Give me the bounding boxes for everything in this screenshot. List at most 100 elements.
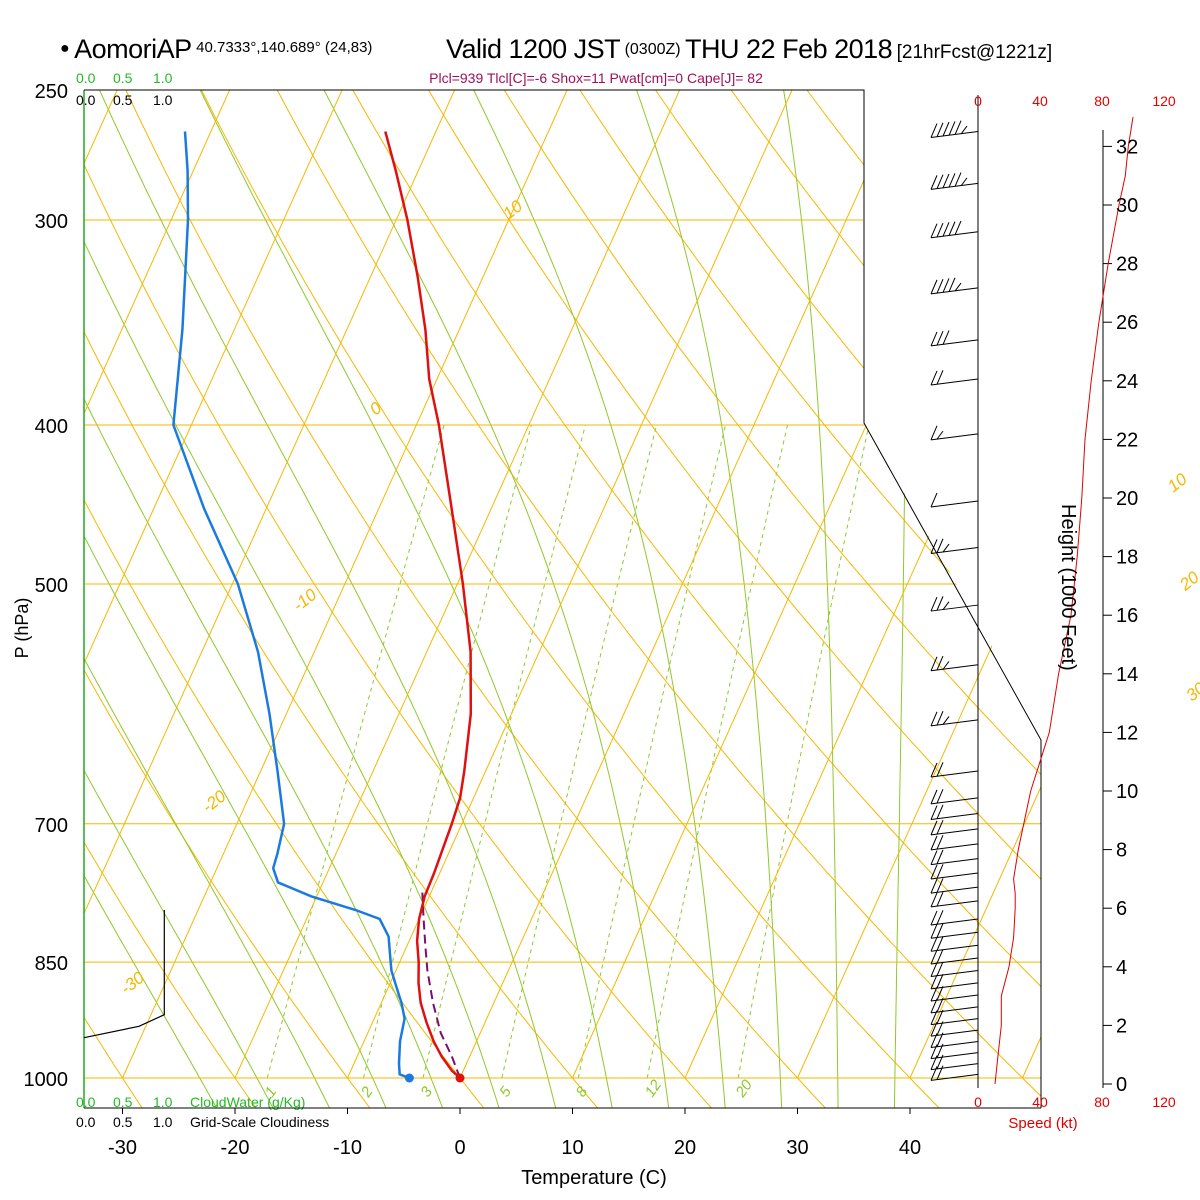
cloudiness-tick-top: 0.0: [76, 92, 96, 108]
height-tick-label: 22: [1116, 429, 1138, 451]
dry-adiabat-line: [200, 90, 940, 1108]
wind-barb-feather: [936, 986, 944, 1001]
wind-barb-feather: [936, 936, 944, 951]
wind-barb-feather: [936, 1054, 944, 1070]
temperature-tick-label: 30: [786, 1137, 808, 1159]
wind-barb: [930, 1018, 979, 1026]
moist-adiabat-line: [84, 397, 444, 1108]
cloudiness-tick-bottom: 0.0: [76, 1114, 96, 1130]
wind-barb-feather: [936, 997, 944, 1013]
wind-barb: [930, 1052, 979, 1060]
cloudiness-tick-bottom: 1.0: [153, 1114, 173, 1130]
wind-barb-feather: [936, 1065, 944, 1080]
wind-barb-feather: [954, 120, 962, 135]
wind-barb-feather: [930, 805, 938, 820]
pressure-axis-label: P (hPa): [12, 598, 32, 659]
cloudiness-label: Grid-Scale Cloudiness: [190, 1114, 329, 1130]
cloudiness-line: [83, 910, 165, 1039]
speed-tick-label-bottom: 0: [974, 1094, 982, 1110]
speed-tick-label-top: 40: [1032, 93, 1048, 109]
wind-barb-feather: [936, 222, 944, 238]
dry-adiabat-line: [503, 90, 1041, 776]
height-tick-label: 30: [1116, 195, 1138, 217]
wind-barb-feather: [948, 121, 956, 136]
wind-barb-feather: [936, 923, 944, 938]
forecast-label: [21hrFcst@1221z]: [896, 42, 1053, 63]
wind-barb-feather: [936, 864, 944, 879]
wind-barb-feather: [948, 277, 956, 292]
wind-barb-feather: [936, 849, 944, 865]
diagram-boundary: [84, 89, 1042, 1108]
wind-speed-line: [994, 117, 1134, 1085]
wind-barb-feather: [930, 1044, 938, 1059]
wind-barb: [930, 970, 979, 978]
wind-barb-feather: [930, 998, 938, 1014]
wind-barb-feather: [936, 910, 944, 925]
pressure-tick-label: 700: [35, 815, 68, 837]
height-tick-label: 24: [1116, 371, 1138, 393]
wind-barb-feather: [942, 121, 950, 137]
wind-barb-feather: [942, 330, 950, 345]
wind-barb: [930, 843, 979, 851]
temperature-tick-label: 20: [674, 1137, 696, 1159]
wind-barb: [930, 1073, 979, 1081]
wind-barb-feather: [930, 370, 938, 386]
wind-barb-feather: [936, 949, 944, 964]
wind-barb-feather: [954, 172, 962, 187]
height-tick-label: 12: [1116, 722, 1138, 744]
wind-barb: [930, 944, 979, 952]
wind-barb-feather: [930, 962, 938, 977]
wind-barb: [930, 500, 979, 508]
height-tick-label: 6: [1116, 898, 1127, 920]
wind-barb-feather: [942, 278, 950, 293]
isotherm-line: [909, 785, 1041, 1079]
wind-barb-feather: [930, 656, 938, 671]
wind-barb-feather: [930, 711, 938, 727]
wind-barb-feather: [936, 892, 944, 907]
date-label: THU 22 Feb 2018: [685, 34, 893, 64]
pressure-tick-label: 300: [35, 211, 68, 233]
wind-barb-feather: [936, 1009, 944, 1025]
wind-barb-feather: [930, 425, 938, 441]
isotherm-line: [84, 90, 231, 415]
wind-barb-feather: [936, 762, 944, 777]
height-tick-label: 8: [1116, 840, 1127, 862]
cloud-water-label: CloudWater (g/Kg): [190, 1094, 305, 1110]
dry-adiabat-line: [0, 61, 31, 1113]
wind-barb: [930, 378, 979, 386]
moist-adiabat-line: [84, 874, 218, 1108]
station-bullet-icon: ●: [60, 40, 70, 57]
wind-barb-feather: [936, 1043, 944, 1059]
wind-barb-feather: [930, 974, 938, 990]
temperature-line: [384, 131, 473, 1079]
wind-barb-feather: [930, 864, 938, 880]
wind-barb: [930, 957, 979, 965]
wind-barb: [930, 858, 979, 866]
height-tick-label: 2: [1116, 1015, 1127, 1037]
dry-adiabat-line: [84, 498, 485, 1108]
cloudiness-tick-bottom: 0.5: [113, 1114, 133, 1130]
diagram-mask: [864, 88, 1045, 738]
dry-adiabat-line: [84, 668, 371, 1108]
moist-adiabat-line: [636, 90, 783, 1108]
cloudiness-tick-top: 0.5: [113, 92, 133, 108]
wind-barb-feather: [930, 1066, 938, 1081]
cloud-water-tick-top: 0.5: [113, 70, 133, 86]
speed-tick-label-top: 0: [974, 93, 982, 109]
pressure-tick-label: 850: [35, 953, 68, 975]
moist-adiabat-line: [323, 90, 670, 1108]
wind-barb-feather: [954, 220, 962, 236]
pressure-tick-label: 400: [35, 416, 68, 438]
wind-barb-feather: [936, 961, 944, 977]
wind-barb-feather: [936, 710, 944, 726]
wind-barb-feather: [930, 937, 938, 952]
temperature-tick-label: -10: [333, 1137, 362, 1159]
station-coords: 40.7333°,140.689° (24,83): [196, 39, 373, 56]
wind-barb-feather: [936, 278, 944, 294]
wind-barb-feather: [930, 986, 938, 1002]
isotherm-label: 30: [1182, 678, 1200, 705]
wind-barb-feather: [936, 788, 944, 804]
wind-barb-feather: [930, 1055, 938, 1070]
moist-adiabat-line: [84, 769, 274, 1108]
wind-barb-feather: [936, 834, 944, 850]
